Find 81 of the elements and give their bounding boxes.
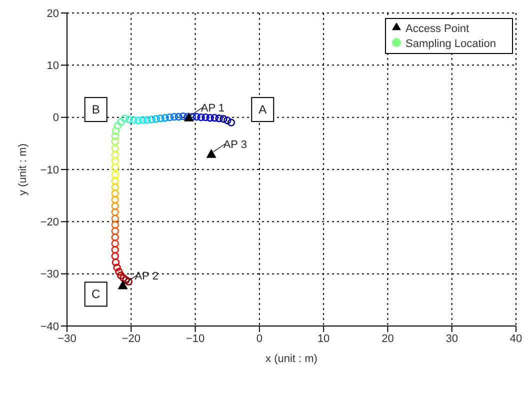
annotation: AP 3 [223,138,247,151]
point [111,183,119,192]
point [111,208,119,216]
point [111,252,119,260]
x-tick-label: 40 [510,332,522,345]
x-axis-title: x (unit : m) [266,353,318,365]
point [206,148,216,158]
point [161,114,169,122]
y-tick-label: −10 [40,164,59,176]
annotation: A [258,102,267,117]
point [112,258,120,266]
point [184,112,194,122]
y-tick-label: −30 [40,268,59,281]
point [134,116,142,124]
point [114,122,122,130]
point [118,280,128,290]
point [111,144,119,152]
legend-label: Sampling Location [405,38,496,50]
point [125,116,134,124]
point [111,157,119,166]
point [148,116,156,124]
y-tick-label: 10 [46,60,59,72]
point [111,170,119,179]
y-axis-title: y (unit : m) [16,144,29,196]
x-tick-label: −10 [186,332,205,345]
point [124,278,132,286]
y-tick-label: 0 [52,112,59,124]
x-tick-label: 30 [446,332,458,345]
point [192,112,200,121]
point [113,264,121,272]
point [202,113,210,122]
point [224,116,232,124]
point [156,114,164,122]
legend-label: Access Point [405,23,470,35]
point [111,196,119,204]
x-tick-label: −20 [122,332,140,345]
point [117,118,125,126]
point [179,112,187,120]
y-tick-label: −20 [40,216,59,229]
y-tick-label: −40 [40,320,59,333]
point [111,164,119,172]
point [111,177,119,185]
point [215,114,223,122]
annotation: AP 2 [134,270,158,282]
point [152,115,160,123]
annotation: B [92,102,100,117]
x-tick-label: 20 [382,332,394,345]
annotation: AP 1 [200,102,225,114]
point [170,112,178,121]
x-tick-label: 10 [317,332,330,345]
point [206,114,214,122]
point [111,190,119,198]
point [210,114,218,122]
point [227,118,236,126]
point [111,246,119,254]
point [111,227,119,235]
x-tick-label: −30 [58,332,76,345]
point [115,268,123,276]
point [111,220,119,229]
point [117,272,125,280]
point [111,137,119,146]
point [220,115,228,123]
point [112,127,120,135]
point [166,113,174,122]
point [122,276,130,284]
point [138,116,147,124]
point [120,274,128,282]
point [111,132,119,140]
annotation: C [92,287,101,302]
point [111,233,119,242]
point [197,113,205,122]
point [111,240,119,248]
point [111,214,119,222]
point [130,116,138,124]
y-tick-label: 20 [46,8,59,20]
point [143,116,152,124]
x-tick-label: 0 [256,332,262,345]
point [111,151,119,159]
point [111,202,119,210]
point [120,114,129,122]
point [174,112,182,121]
